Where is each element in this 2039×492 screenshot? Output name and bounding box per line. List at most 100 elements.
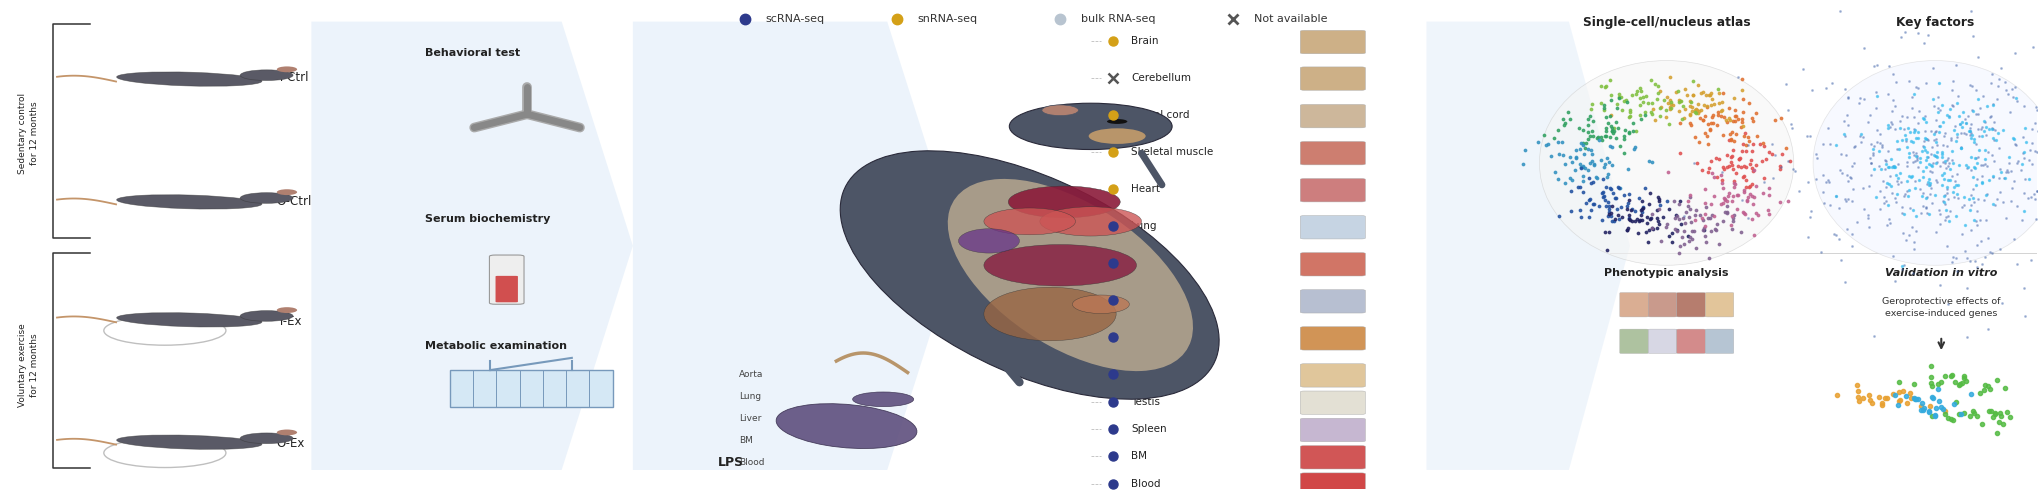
Ellipse shape (116, 435, 261, 449)
Point (1913, 407, 1945, 415)
Point (1629, 92, 1662, 100)
Point (1929, 129, 1962, 137)
Point (1841, 217, 1874, 225)
Point (1672, 197, 1705, 205)
Point (1957, 194, 1990, 202)
Point (1945, 123, 1978, 131)
Point (1882, 180, 1915, 188)
Point (1970, 123, 2002, 131)
Point (1937, 77, 1970, 85)
Point (1911, 210, 1943, 217)
Point (1990, 168, 2023, 176)
Point (1731, 196, 1764, 204)
Point (1931, 111, 1964, 119)
Point (1917, 199, 1949, 207)
Point (1890, 392, 1923, 400)
Point (1586, 188, 1619, 196)
Point (1641, 217, 1674, 225)
Point (1919, 139, 1951, 147)
Point (1919, 128, 1951, 136)
Point (1674, 121, 1707, 129)
Point (1733, 183, 1766, 190)
Point (1578, 200, 1611, 208)
Point (1915, 150, 1947, 157)
Point (1625, 87, 1658, 95)
Point (1594, 161, 1627, 169)
Point (1988, 198, 2021, 206)
Point (1627, 98, 1660, 106)
Point (1976, 70, 2008, 78)
Point (1945, 129, 1978, 137)
Point (1668, 85, 1701, 93)
Point (1619, 207, 1652, 215)
Point (1896, 93, 1929, 101)
Point (1590, 123, 1623, 131)
Point (1927, 181, 1959, 188)
Point (1992, 166, 2025, 174)
Point (1662, 87, 1694, 95)
Point (1935, 134, 1968, 142)
Point (1921, 141, 1953, 149)
Text: LPS: LPS (718, 456, 744, 469)
Point (1917, 152, 1949, 159)
Point (1886, 262, 1919, 270)
Point (1727, 209, 1760, 217)
Point (1837, 143, 1870, 151)
Point (1876, 162, 1909, 170)
Point (2017, 43, 2039, 51)
Point (1949, 115, 1982, 123)
Point (1721, 115, 1754, 123)
Point (1870, 157, 1902, 165)
Point (1982, 144, 2015, 152)
Point (1619, 216, 1652, 224)
Point (2008, 102, 2039, 110)
Point (1586, 188, 1619, 196)
Point (1872, 90, 1904, 97)
Ellipse shape (985, 245, 1136, 286)
Point (1957, 107, 1990, 115)
Point (1951, 284, 1984, 292)
Point (1564, 163, 1597, 171)
Point (1953, 412, 1986, 420)
Point (1688, 101, 1721, 109)
Point (1896, 138, 1929, 146)
Point (2029, 209, 2039, 217)
Point (1786, 64, 1819, 72)
Point (1874, 218, 1906, 226)
Point (1766, 114, 1798, 122)
Point (1892, 153, 1925, 161)
Point (1770, 80, 1802, 88)
Point (1609, 132, 1641, 140)
Point (1841, 381, 1874, 389)
Point (1860, 139, 1892, 147)
Point (1943, 120, 1976, 128)
Point (1674, 193, 1707, 201)
Point (1564, 160, 1597, 168)
Point (1984, 246, 2017, 253)
Point (1584, 82, 1617, 90)
Point (1705, 168, 1737, 176)
Point (1537, 134, 1570, 142)
Point (1911, 178, 1943, 186)
Point (1904, 154, 1937, 162)
Point (1556, 157, 1588, 165)
Point (1562, 184, 1594, 191)
Point (1701, 220, 1733, 228)
Point (1660, 212, 1692, 219)
Point (1623, 217, 1656, 225)
Point (1927, 118, 1959, 125)
Point (1562, 124, 1594, 132)
Point (1953, 153, 1986, 161)
Point (1654, 73, 1686, 81)
Point (1611, 203, 1643, 211)
Point (1758, 174, 1790, 182)
Point (1703, 111, 1735, 119)
Point (1590, 173, 1623, 181)
Point (1921, 93, 1953, 101)
Point (1590, 170, 1623, 178)
Point (1851, 182, 1884, 189)
Point (1957, 135, 1990, 143)
Point (1858, 62, 1890, 70)
Ellipse shape (277, 66, 298, 72)
Ellipse shape (277, 430, 298, 435)
